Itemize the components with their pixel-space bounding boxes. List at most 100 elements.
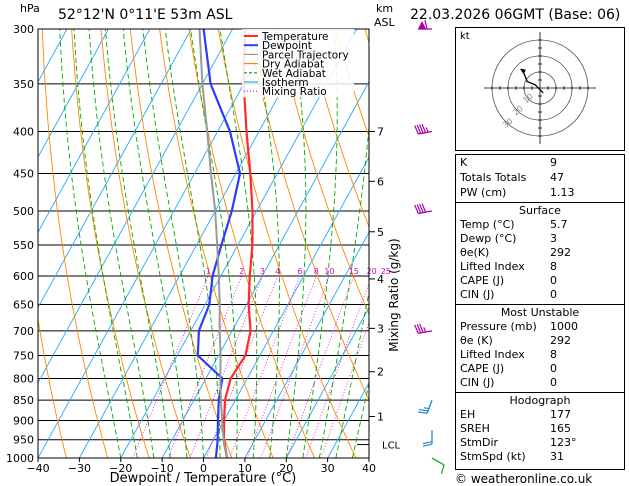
pressure-tick-label: 950 [13, 434, 34, 447]
pressure-tick-label: 650 [13, 299, 34, 312]
mixing-ratio-line [320, 321, 369, 458]
wind-barb-staff [431, 457, 445, 466]
legend-label: Temperature [261, 31, 329, 43]
isotherm-line [285, 306, 369, 458]
mu-row-cape: CAPE (J) 0 [460, 362, 557, 375]
legend-label: Parcel Trajectory [262, 49, 349, 61]
wind-barb-full [414, 204, 419, 214]
surface-row-li: Lifted Index 8 [460, 260, 557, 273]
wet-adiabat-line [73, 29, 138, 458]
wind-barb-full [422, 443, 433, 447]
legend-label: Wet Adiabat [262, 68, 326, 80]
wet-adiabat-line [253, 29, 280, 458]
mu-row-cin: CIN (J) 0 [460, 376, 557, 389]
x-tick-label: −30 [68, 462, 91, 475]
wind-barb-full [419, 124, 424, 134]
dry-adiabat-line [305, 29, 369, 229]
dry-adiabat-line [38, 316, 67, 458]
isotherm-line [38, 29, 109, 159]
pressure-tick-label: 600 [13, 270, 34, 283]
dry-adiabat-line [247, 29, 369, 401]
mixing-ratio-label: 8 [314, 267, 319, 276]
wet-adiabat-line [219, 29, 258, 458]
km-unit-label: km [376, 2, 394, 15]
wind-barb-half [423, 327, 427, 333]
hodograph-table-header: Hodograph [509, 394, 571, 407]
pressure-tick-label: 900 [13, 414, 34, 427]
surface-row-cin: CIN (J) 0 [460, 288, 557, 301]
isotherm-line [161, 80, 369, 458]
isotherm-line [78, 29, 316, 458]
legend-label: Dry Adiabat [262, 59, 324, 71]
pressure-tick-label: 850 [13, 394, 34, 407]
mixing-ratio-label: 6 [297, 267, 302, 276]
x-tick-label: −20 [109, 462, 132, 475]
height-tick-label: 6 [377, 175, 384, 188]
mixing-ratio-line [260, 275, 330, 458]
wet-adiabat-line [335, 289, 369, 458]
surface-row-temp: Temp (°C) 5.7 [460, 218, 568, 231]
mixing-ratio-label: 3 [260, 267, 265, 276]
index-row-totals: Totals Totals 47 [460, 171, 564, 184]
x-tick-label: 0 [200, 462, 207, 475]
dry-adiabat-line [188, 29, 316, 458]
pressure-tick-label: 450 [13, 167, 34, 180]
surface-header: Surface [519, 204, 561, 217]
mixing-ratio-label: 20 [367, 267, 377, 276]
mixing-ratio-line [286, 275, 355, 458]
hodograph-unit-label: kt [460, 31, 470, 42]
surface-row-cape: CAPE (J) 0 [460, 274, 557, 287]
height-tick-label: 7 [377, 126, 384, 139]
wind-barb-full [440, 464, 445, 474]
hodo-row-eh: EH 177 [460, 408, 571, 421]
wet-adiabat-line [318, 121, 369, 458]
pressure-tick-label: 350 [13, 78, 34, 91]
mixing-ratio-line [167, 275, 243, 458]
pressure-tick-label: 700 [13, 325, 34, 338]
mixing-ratio-label: 15 [349, 267, 359, 276]
pressure-tick-label: 500 [13, 205, 34, 218]
x-tick-label: −40 [26, 462, 49, 475]
wind-barb [431, 457, 445, 474]
mixing-ratio-axis-title: Mixing Ratio (g/kg) [387, 238, 401, 351]
mixing-ratio-labels: 1 2 3 4 6 8 10 15 20 25 [206, 267, 391, 276]
wind-barb-full [416, 204, 422, 214]
hodograph-ring-label: 10 [521, 92, 535, 105]
legend-label: Mixing Ratio [262, 86, 327, 98]
x-tick-label: 30 [321, 462, 335, 475]
isotherm-line [244, 231, 369, 458]
dry-adiabat-line [129, 29, 233, 458]
mixing-ratio-label: 10 [324, 267, 334, 276]
wind-barb-full [414, 324, 419, 334]
mu-row-li: Lifted Index 8 [460, 348, 557, 361]
datetime-title: 22.03.2026 06GMT (Base: 06) [410, 7, 621, 23]
wet-adiabat-line [104, 29, 171, 458]
wind-barbs [414, 19, 445, 474]
height-tick-label: 4 [377, 273, 384, 286]
hpa-unit-label: hPa [20, 2, 40, 15]
mixing-ratio-line [305, 282, 369, 458]
wind-barb-full [424, 19, 428, 30]
wind-barb-full [419, 323, 424, 333]
legend-box [242, 29, 354, 98]
series-temperature [222, 29, 254, 458]
mixing-ratio-label: 1 [206, 267, 211, 276]
dry-adiabat-line [41, 29, 109, 458]
mixing-ratio-line [189, 275, 263, 458]
x-axis-title: Dewpoint / Temperature (°C) [110, 471, 297, 486]
wind-barb-full [422, 441, 433, 445]
wind-barb-full [414, 125, 419, 135]
wind-barb-full [416, 324, 422, 334]
pressure-tick-label: 300 [13, 23, 34, 36]
x-tick-label: 10 [238, 462, 252, 475]
legend-label: Isotherm [262, 77, 309, 89]
most-unstable-header: Most Unstable [500, 306, 580, 319]
isotherm-line [38, 29, 233, 384]
location-title: 52°12'N 0°11'E 53m ASL [58, 7, 233, 23]
x-tick-label: 40 [362, 462, 376, 475]
wind-barb [414, 203, 433, 215]
mixing-ratio-label: 25 [381, 267, 391, 276]
wet-adiabat-line [302, 29, 338, 458]
pressure-tick-label: 400 [13, 126, 34, 139]
